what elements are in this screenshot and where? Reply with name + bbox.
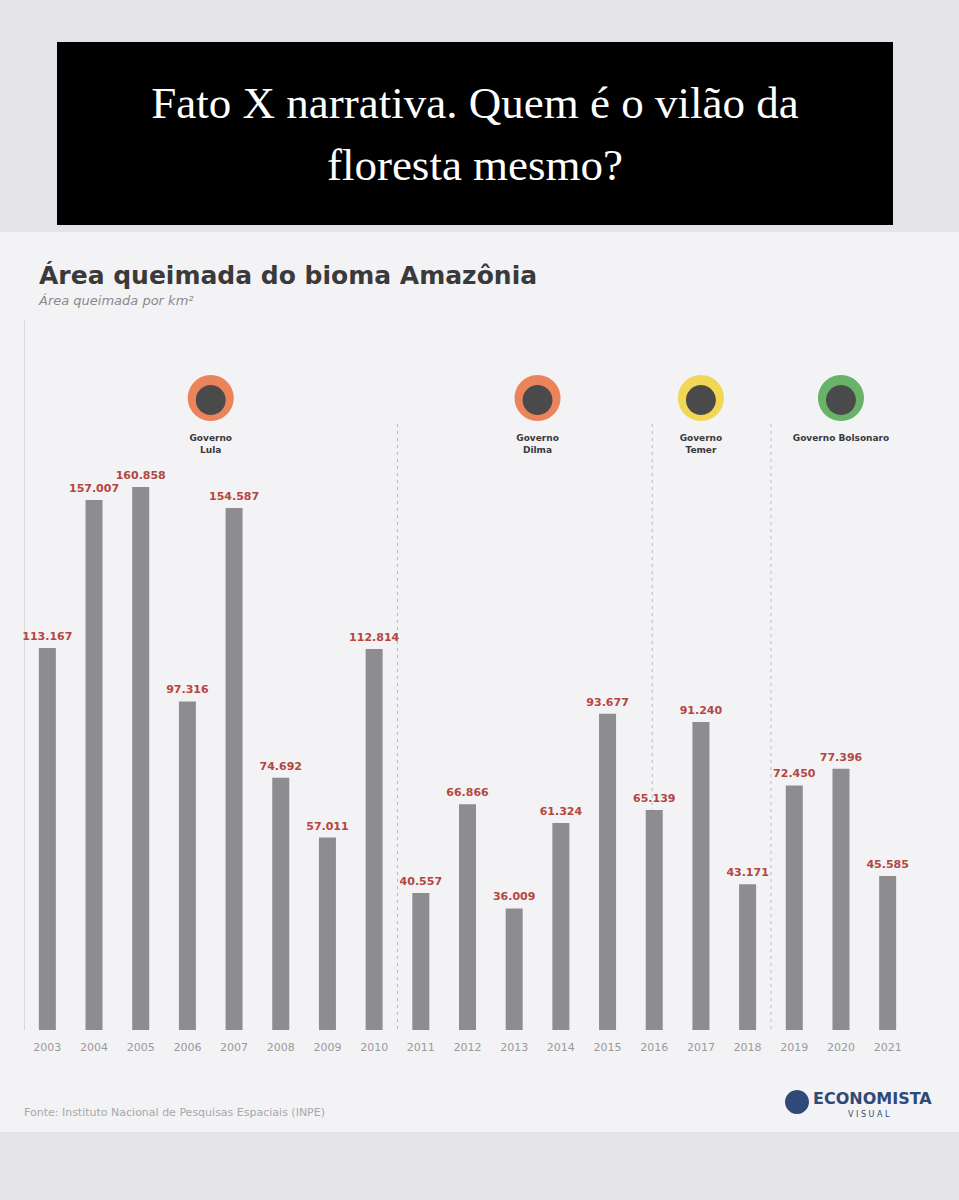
svg-text:2004: 2004 [80, 1041, 108, 1054]
svg-text:2018: 2018 [734, 1041, 762, 1054]
svg-text:61.324: 61.324 [540, 805, 583, 818]
svg-text:Área queimada do bioma Amazôni: Área queimada do bioma Amazônia [39, 261, 537, 290]
svg-text:Lula: Lula [200, 445, 221, 455]
svg-text:2006: 2006 [173, 1041, 201, 1054]
svg-text:2019: 2019 [780, 1041, 808, 1054]
svg-text:93.677: 93.677 [586, 696, 628, 709]
svg-text:2009: 2009 [313, 1041, 341, 1054]
svg-text:Fonte: Instituto Nacional de P: Fonte: Instituto Nacional de Pesquisas E… [24, 1106, 325, 1119]
svg-text:65.139: 65.139 [633, 792, 675, 805]
svg-text:157.007: 157.007 [69, 482, 119, 495]
svg-text:2010: 2010 [360, 1041, 388, 1054]
svg-text:Governo: Governo [189, 433, 232, 443]
svg-text:2008: 2008 [267, 1041, 295, 1054]
svg-text:2021: 2021 [874, 1041, 902, 1054]
svg-text:2011: 2011 [407, 1041, 435, 1054]
svg-text:160.858: 160.858 [116, 469, 166, 482]
svg-text:66.866: 66.866 [446, 786, 489, 799]
svg-text:57.011: 57.011 [306, 820, 348, 833]
svg-text:Governo: Governo [516, 433, 559, 443]
html-text:Fato X narrativa. Quem é o vil: Fato X narrativa. Quem é o vilão da flor… [151, 77, 799, 190]
svg-text:Dilma: Dilma [523, 445, 552, 455]
svg-text:97.316: 97.316 [166, 683, 209, 696]
svg-text:2005: 2005 [127, 1041, 155, 1054]
svg-text:2012: 2012 [454, 1041, 482, 1054]
svg-text:V I S U A L: V I S U A L [848, 1110, 890, 1119]
svg-text:Área queimada por km²: Área queimada por km² [38, 293, 194, 308]
svg-text:Governo Bolsonaro: Governo Bolsonaro [793, 433, 889, 443]
svg-text:40.557: 40.557 [400, 875, 442, 888]
svg-text:2014: 2014 [547, 1041, 575, 1054]
svg-text:43.171: 43.171 [726, 866, 768, 879]
svg-text:45.585: 45.585 [866, 858, 908, 871]
svg-text:Temer: Temer [685, 445, 717, 455]
svg-text:Governo: Governo [680, 433, 723, 443]
svg-text:112.814: 112.814 [349, 631, 399, 644]
svg-text:36.009: 36.009 [493, 890, 535, 903]
svg-text:113.167: 113.167 [22, 630, 72, 643]
svg-text:2003: 2003 [33, 1041, 61, 1054]
svg-text:91.240: 91.240 [680, 704, 723, 717]
svg-text:77.396: 77.396 [820, 751, 863, 764]
svg-text:2017: 2017 [687, 1041, 715, 1054]
svg-text:74.692: 74.692 [260, 760, 302, 773]
svg-text:2007: 2007 [220, 1041, 248, 1054]
svg-text:72.450: 72.450 [773, 767, 816, 780]
svg-text:2015: 2015 [594, 1041, 622, 1054]
svg-text:2016: 2016 [640, 1041, 668, 1054]
svg-text:154.587: 154.587 [209, 490, 259, 503]
svg-text:2013: 2013 [500, 1041, 528, 1054]
svg-text:ECONOMISTA: ECONOMISTA [813, 1089, 932, 1108]
svg-text:2020: 2020 [827, 1041, 855, 1054]
